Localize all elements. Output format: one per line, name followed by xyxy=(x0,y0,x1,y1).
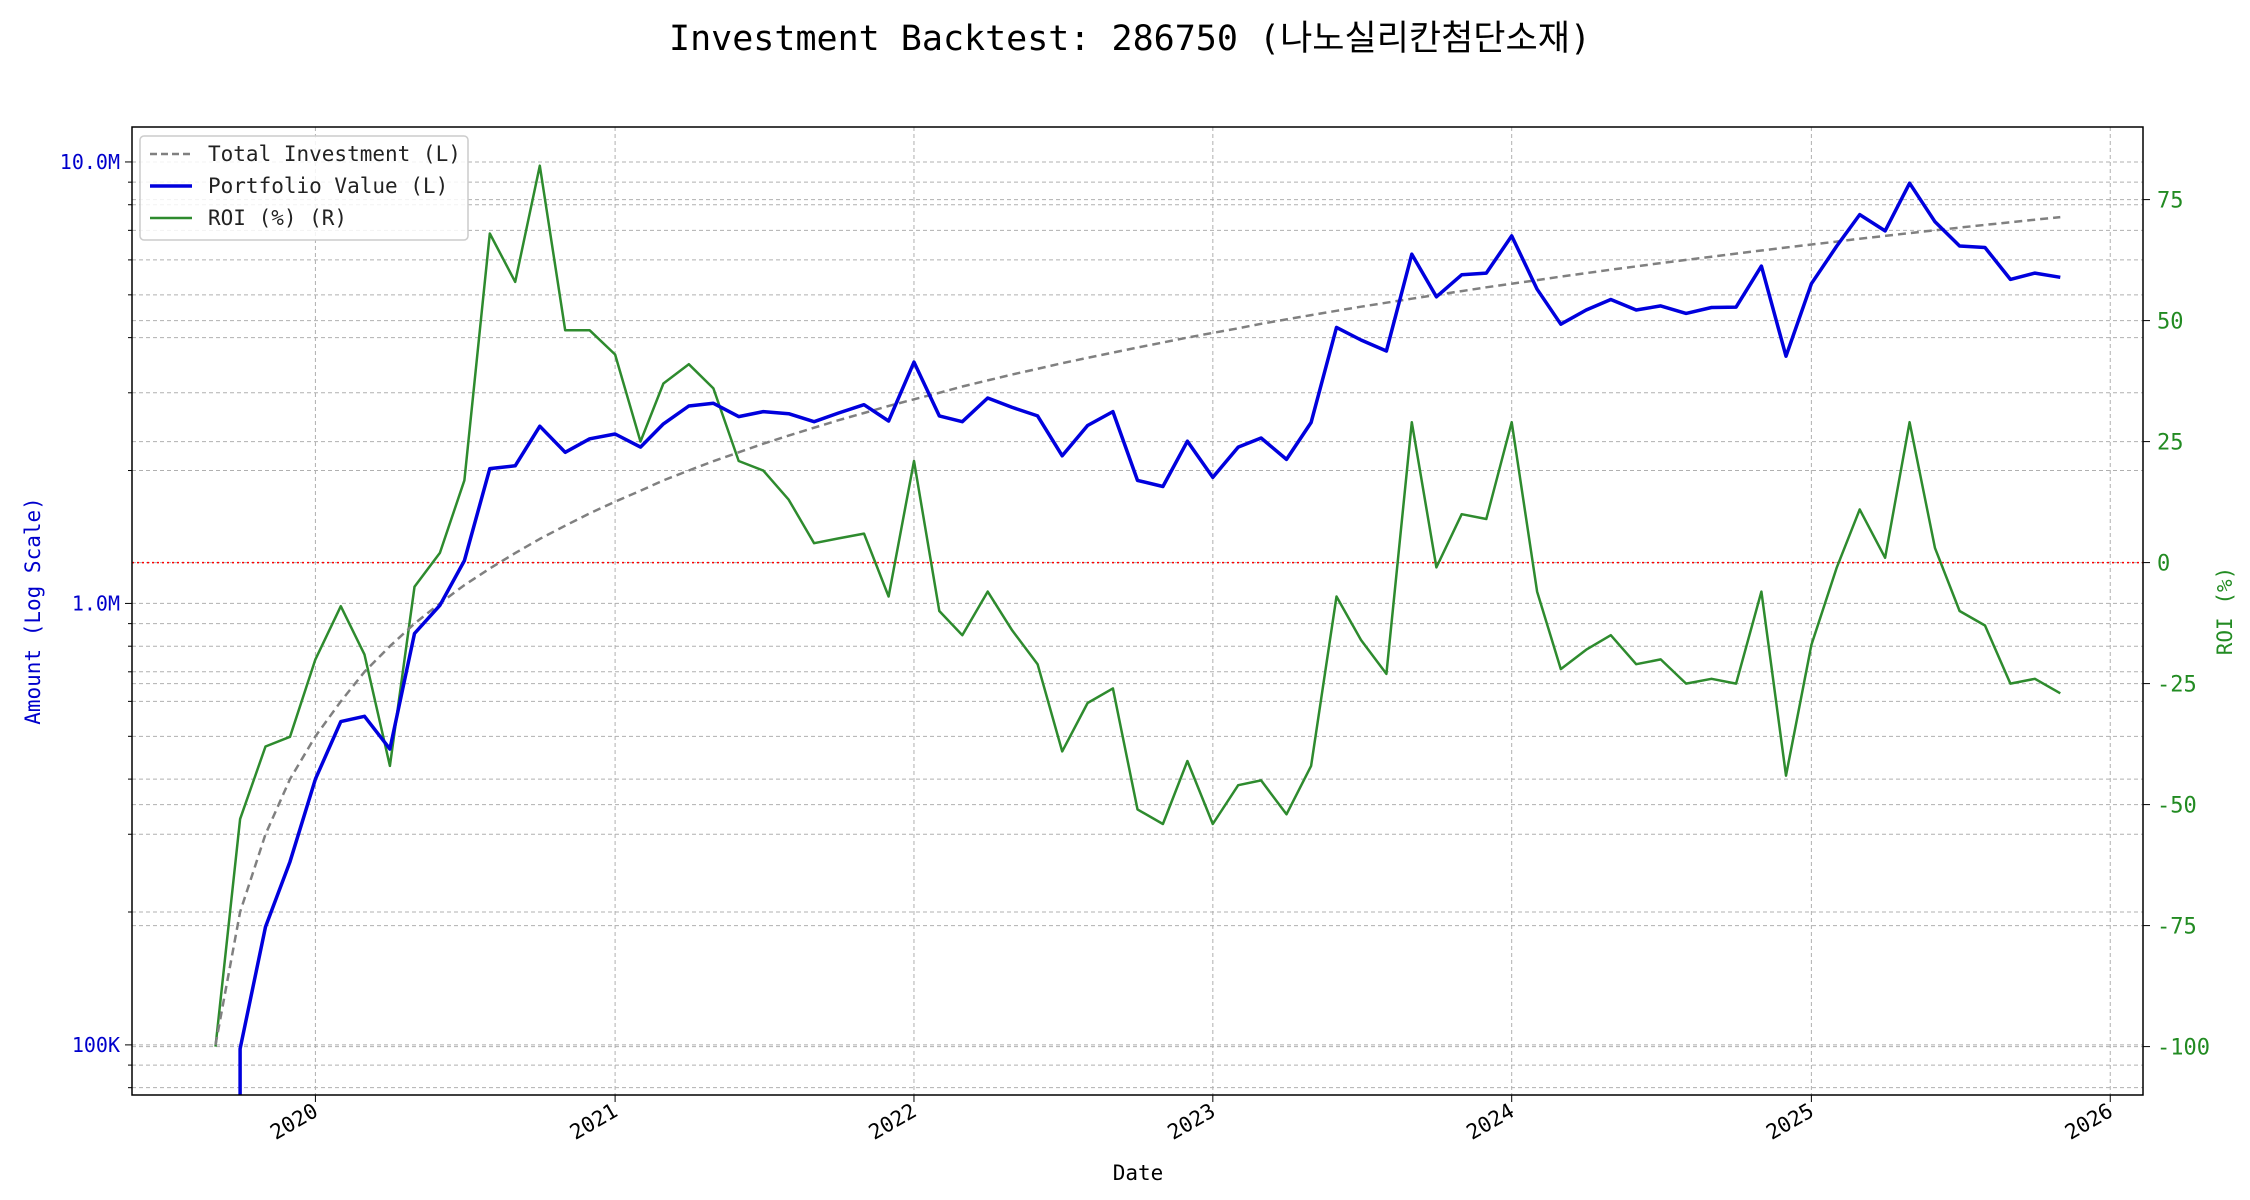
series-portfolio-value xyxy=(238,181,2061,1095)
series-roi xyxy=(214,164,2061,1047)
legend-box xyxy=(139,135,469,241)
x-axis-label: Date xyxy=(1113,1161,1164,1185)
series-layer xyxy=(214,164,2061,1095)
right-tick-label: 50 xyxy=(2157,310,2184,335)
right-axis-label: ROI (%) xyxy=(2213,567,2237,656)
right-tick-label: 75 xyxy=(2157,189,2184,214)
left-tick-label: 10.0M xyxy=(60,150,120,174)
plot-frame xyxy=(131,126,2144,1096)
right-tick-label: 0 xyxy=(2157,552,2170,577)
right-tick-label: -25 xyxy=(2157,673,2197,698)
left-axis-label: Amount (Log Scale) xyxy=(21,497,45,725)
legend: Total Investment (L) Portfolio Value (L)… xyxy=(139,135,469,241)
left-tick-label: 1.0M xyxy=(72,591,120,615)
right-tick-label: -75 xyxy=(2157,915,2197,940)
legend-label-total-investment: Total Investment (L) xyxy=(208,142,461,166)
right-tick-label: -100 xyxy=(2157,1036,2210,1061)
legend-label-portfolio-value: Portfolio Value (L) xyxy=(208,174,448,198)
right-tick-label: -50 xyxy=(2157,794,2197,819)
left-tick-label: 100K xyxy=(72,1033,120,1057)
right-axis: 75 50 25 0 -25 -50 -75 -100 xyxy=(2143,189,2210,1061)
right-tick-label: 25 xyxy=(2157,431,2184,456)
legend-label-roi: ROI (%) (R) xyxy=(208,206,347,230)
chart-title: Investment Backtest: 286750 (나노실리칸첨단소재) xyxy=(669,19,1591,59)
left-axis: 100K 1.0M 10.0M xyxy=(60,150,132,1089)
